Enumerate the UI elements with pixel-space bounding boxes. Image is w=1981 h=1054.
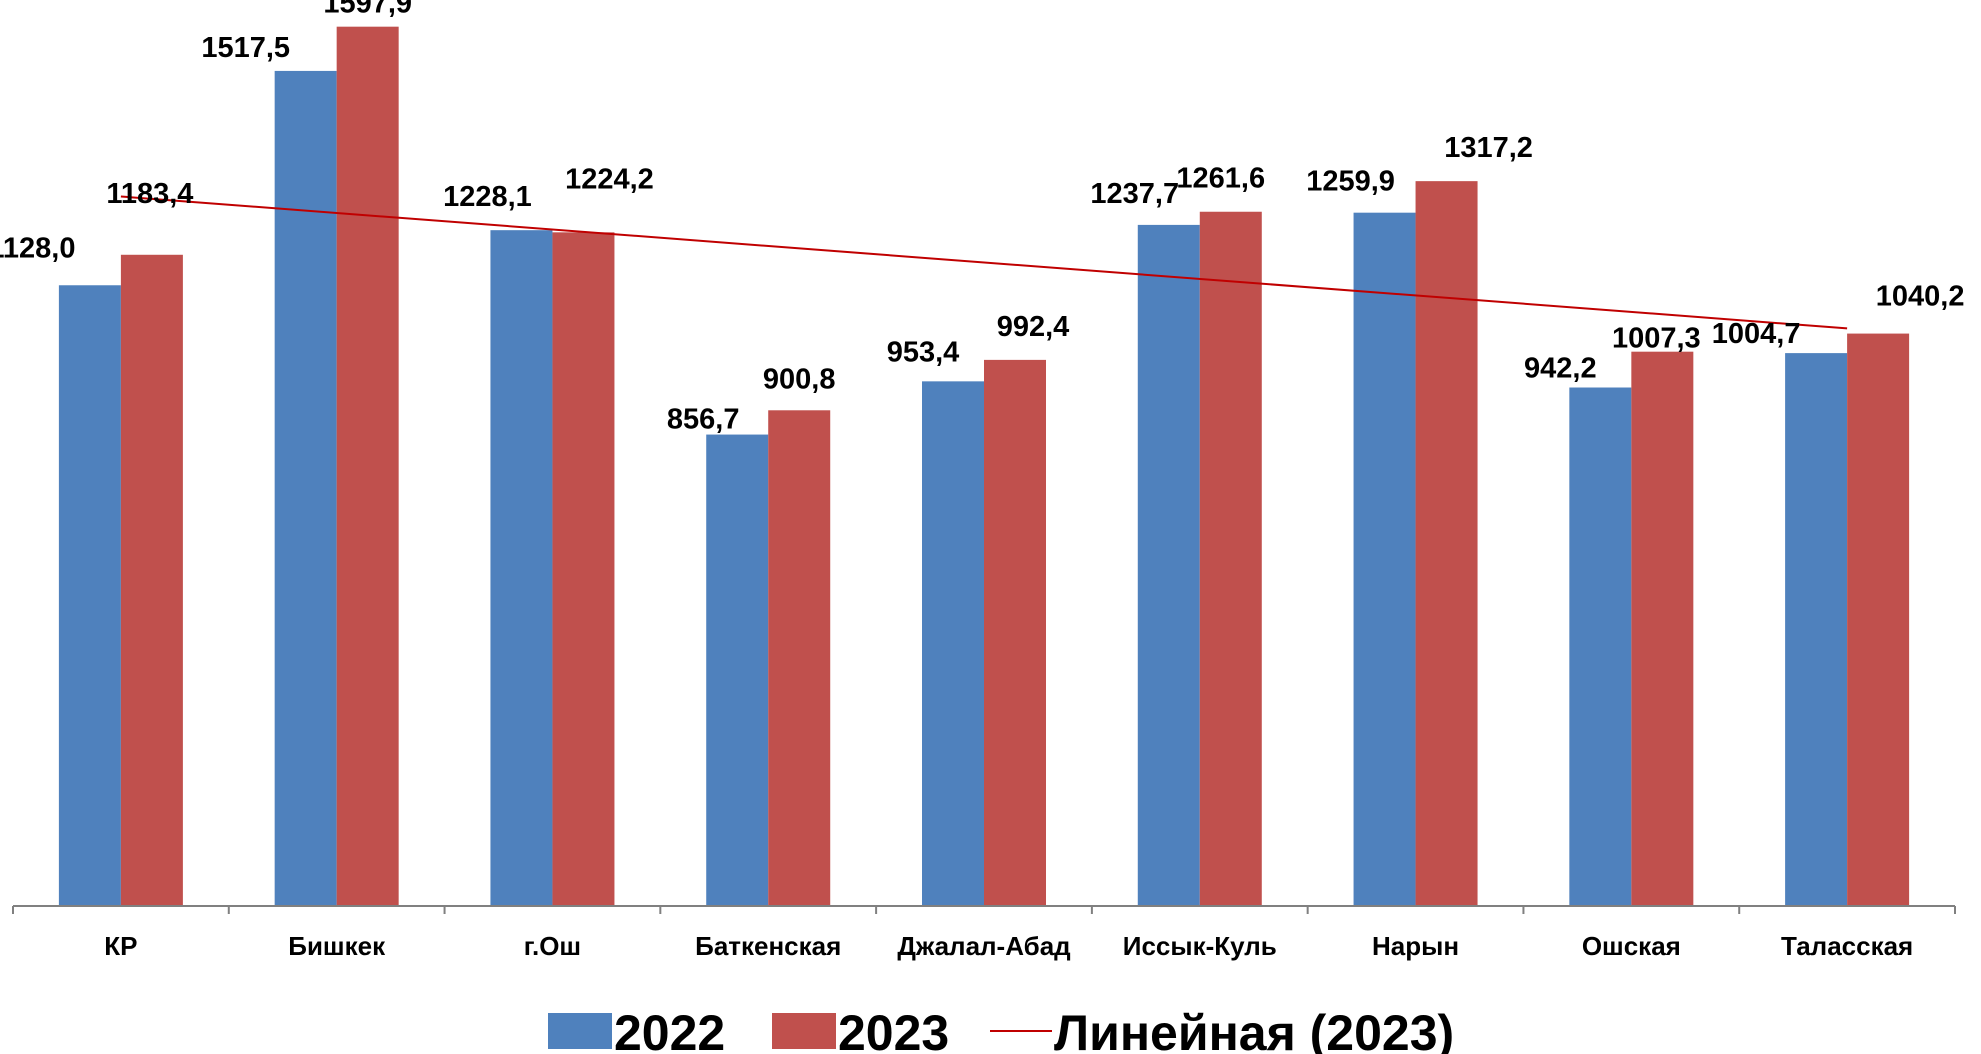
bar-2023-0	[120, 254, 183, 907]
bar-2022-7	[1569, 387, 1632, 907]
bar-2023-2	[552, 232, 615, 906]
x-axis	[12, 905, 1956, 914]
bar-2022-0	[58, 285, 121, 906]
data-label-2023-3: 900,8	[763, 363, 836, 395]
category-label-5: Иссык-Куль	[1123, 931, 1277, 961]
bar-2022-8	[1785, 353, 1848, 906]
bar-2023-7	[1631, 351, 1694, 906]
bar-2023-3	[768, 410, 831, 906]
trendline	[120, 195, 1848, 330]
data-label-2022-2: 1228,1	[443, 181, 532, 213]
bar-2022-3	[706, 434, 769, 906]
category-label-0: КР	[104, 931, 137, 961]
bar-2023-8	[1847, 333, 1910, 906]
bar-2022-1	[274, 70, 337, 907]
bar-2023-5	[1199, 211, 1262, 906]
category-label-6: Нарын	[1372, 931, 1459, 961]
data-labels: 1128,0 1183,4 1517,5 1597,9 1228,1 1224,2 856,…	[0, 0, 1964, 436]
series-2022-bars	[58, 70, 1848, 907]
data-label-2022-0: 1128,0	[0, 232, 75, 264]
data-label-2023-1: 1597,9	[323, 0, 412, 20]
data-label-2022-3: 856,7	[667, 404, 740, 436]
data-label-2022-5: 1237,7	[1090, 178, 1179, 210]
legend-label-2022: 2022	[614, 1005, 725, 1054]
data-label-2023-6: 1317,2	[1444, 132, 1533, 164]
bar-2023-4	[984, 359, 1046, 906]
bar-2023-6	[1415, 181, 1478, 906]
bar-2022-4	[922, 381, 984, 906]
legend-label-2023: 2023	[838, 1005, 949, 1054]
category-label-7: Ошская	[1582, 931, 1681, 961]
category-label-1: Бишкек	[288, 931, 386, 961]
series-2023-bars	[120, 26, 1910, 907]
data-label-2022-1: 1517,5	[201, 32, 290, 64]
trendline-2023	[120, 195, 1848, 330]
data-label-2022-6: 1259,9	[1306, 166, 1395, 198]
legend: 2022 2023 Линейная (2023)	[548, 1005, 1454, 1054]
category-label-3: Баткенская	[695, 931, 841, 961]
data-label-2022-4: 953,4	[887, 336, 960, 368]
bar-2023-1	[336, 26, 399, 906]
legend-swatch-2022	[548, 1013, 612, 1049]
data-label-2023-4: 992,4	[997, 311, 1070, 343]
category-label-4: Джалал-Абад	[897, 931, 1071, 961]
data-label-2023-7: 1007,3	[1612, 323, 1701, 355]
bar-2022-2	[490, 230, 553, 906]
category-label-8: Таласская	[1781, 931, 1913, 961]
category-label-2: г.Ош	[524, 931, 581, 961]
data-label-2023-8: 1040,2	[1876, 281, 1965, 313]
data-label-2023-0: 1183,4	[106, 178, 193, 210]
category-labels: КР Бишкек г.Ош Баткенская Джалал-Абад Иссык-К…	[104, 931, 1913, 961]
data-label-2022-8: 1004,7	[1712, 318, 1801, 350]
bar-2022-6	[1353, 212, 1416, 907]
data-label-2023-5: 1261,6	[1176, 163, 1265, 195]
data-label-2022-7: 942,2	[1524, 353, 1597, 385]
legend-label-trendline: Линейная (2023)	[1054, 1005, 1454, 1054]
bar-2022-5	[1137, 224, 1200, 907]
legend-swatch-2023	[772, 1013, 836, 1049]
data-label-2023-2: 1224,2	[565, 163, 654, 195]
